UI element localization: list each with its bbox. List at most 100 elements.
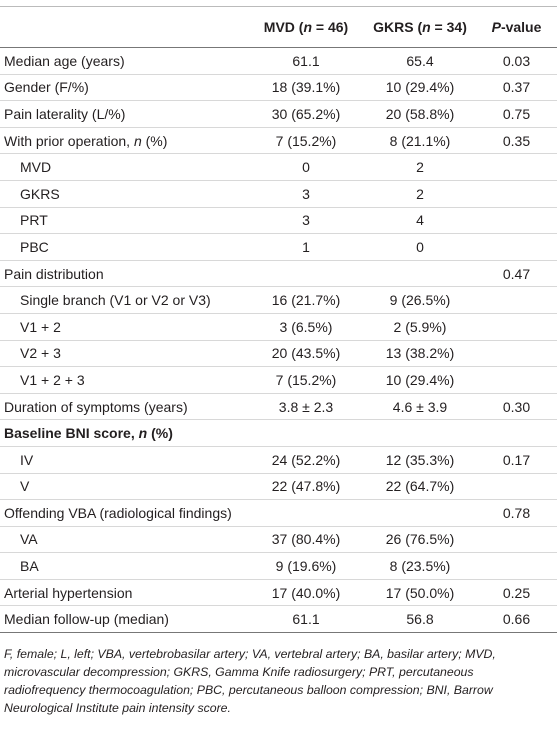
cell: 30 (65.2%) (248, 100, 364, 128)
row-label: IV (0, 446, 248, 474)
table-row: Single branch (V1 or V2 or V3) 16 (21.7%)… (0, 286, 557, 314)
cell (476, 180, 557, 208)
cell (476, 366, 557, 394)
table-row: V 22 (47.8%) 22 (64.7%) (0, 473, 557, 501)
table-row: Pain distribution 0.47 (0, 260, 557, 288)
cell: 12 (35.3%) (364, 446, 476, 474)
table-row: Median follow-up (median) 61.1 56.8 0.66 (0, 605, 557, 634)
text-segment: Baseline BNI score, (4, 425, 139, 442)
cell (476, 153, 557, 181)
cell: 0.66 (476, 605, 557, 634)
header-cell (0, 6, 248, 48)
cell (476, 526, 557, 554)
cell: 0.03 (476, 47, 557, 75)
row-label: V1 + 2 + 3 (0, 366, 248, 394)
cell (476, 419, 557, 447)
header-cell: GKRS (n = 34) (364, 6, 476, 48)
row-label: Offending VBA (radiological findings) (0, 499, 248, 527)
cell: 20 (43.5%) (248, 340, 364, 368)
row-label: V (0, 473, 248, 501)
table-row: BA 9 (19.6%) 8 (23.5%) (0, 552, 557, 580)
header-cell: P-value (476, 6, 557, 48)
text-segment: With prior operation, (4, 132, 134, 149)
text-segment: P (491, 19, 501, 35)
cell (476, 207, 557, 235)
table-row: VA 37 (80.4%) 26 (76.5%) (0, 526, 557, 554)
cell: 3 (248, 180, 364, 208)
cell: 65.4 (364, 47, 476, 75)
cell (364, 419, 476, 447)
cell: 0 (364, 233, 476, 261)
cell: 0.30 (476, 393, 557, 421)
cell: 4 (364, 207, 476, 235)
row-label: V1 + 2 (0, 313, 248, 341)
row-label: MVD (0, 153, 248, 181)
text-segment: GKRS ( (373, 19, 423, 35)
row-label: PBC (0, 233, 248, 261)
cell (248, 499, 364, 527)
table-row: Gender (F/%) 18 (39.1%) 10 (29.4%) 0.37 (0, 74, 557, 102)
cell: 56.8 (364, 605, 476, 634)
table-row: PBC 1 0 (0, 233, 557, 261)
cell (476, 286, 557, 314)
cell: 22 (47.8%) (248, 473, 364, 501)
cell: 7 (15.2%) (248, 366, 364, 394)
footnote: F, female; L, left; VBA, vertebrobasilar… (4, 647, 496, 716)
row-label: VA (0, 526, 248, 554)
cell: 24 (52.2%) (248, 446, 364, 474)
table-row: Duration of symptoms (years) 3.8 ± 2.3 4.6… (0, 393, 557, 421)
cell: 3.8 ± 2.3 (248, 393, 364, 421)
cell: 13 (38.2%) (364, 340, 476, 368)
table-body: Median age (years) 61.1 65.4 0.03 Gender (F/… (0, 47, 557, 634)
cell: 2 (5.9%) (364, 313, 476, 341)
cell: 16 (21.7%) (248, 286, 364, 314)
cell: 17 (40.0%) (248, 579, 364, 607)
row-label: Median age (years) (0, 47, 248, 75)
row-label: Pain distribution (0, 260, 248, 288)
header-cell: MVD (n = 46) (248, 6, 364, 48)
table-row: PRT 3 4 (0, 207, 557, 235)
cell: 20 (58.8%) (364, 100, 476, 128)
cell: 4.6 ± 3.9 (364, 393, 476, 421)
cell (364, 260, 476, 288)
cell (476, 340, 557, 368)
table-row: V2 + 3 20 (43.5%) 13 (38.2%) (0, 340, 557, 368)
cell (476, 313, 557, 341)
cell: 10 (29.4%) (364, 366, 476, 394)
cell (248, 260, 364, 288)
row-label: Single branch (V1 or V2 or V3) (0, 286, 248, 314)
table-row: Median age (years) 61.1 65.4 0.03 (0, 47, 557, 75)
text-segment: MVD ( (263, 19, 304, 35)
cell: 0.17 (476, 446, 557, 474)
cell (364, 499, 476, 527)
cell: 10 (29.4%) (364, 74, 476, 102)
cell: 61.1 (248, 47, 364, 75)
cell: 0.37 (476, 74, 557, 102)
row-label: BA (0, 552, 248, 580)
row-label: Arterial hypertension (0, 579, 248, 607)
cell: 9 (26.5%) (364, 286, 476, 314)
cell (476, 233, 557, 261)
data-table: MVD (n = 46) GKRS (n = 34) P-value Median … (0, 6, 557, 634)
cell: 0.35 (476, 127, 557, 155)
row-label: Duration of symptoms (years) (0, 393, 248, 421)
text-segment: (%) (141, 132, 168, 149)
cell: 0.75 (476, 100, 557, 128)
cell: 2 (364, 180, 476, 208)
cell: 9 (19.6%) (248, 552, 364, 580)
text-segment: = 34) (430, 19, 467, 35)
table-row: Pain laterality (L/%) 30 (65.2%) 20 (58.8%… (0, 100, 557, 128)
cell: 8 (21.1%) (364, 127, 476, 155)
row-label: With prior operation, n (%) (0, 127, 248, 155)
cell (248, 419, 364, 447)
cell: 0 (248, 153, 364, 181)
text-segment: -value (500, 19, 542, 35)
text-segment: n (303, 19, 313, 35)
row-label: V2 + 3 (0, 340, 248, 368)
cell: 0.25 (476, 579, 557, 607)
cell: 3 (6.5%) (248, 313, 364, 341)
cell: 1 (248, 233, 364, 261)
text-segment: n (138, 425, 148, 442)
cell: 17 (50.0%) (364, 579, 476, 607)
